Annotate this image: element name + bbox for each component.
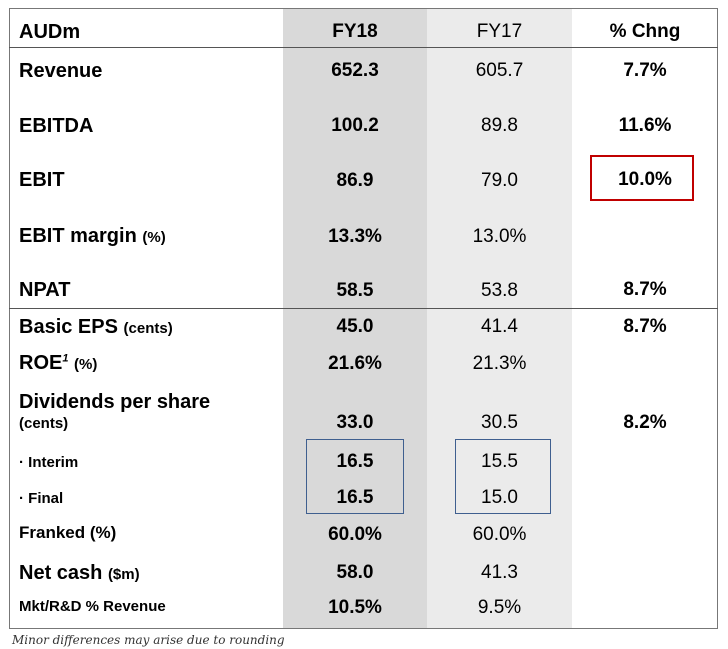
row-label-net-cash: Net cash ($m) — [19, 563, 140, 583]
revenue-fy18: 652.3 — [331, 60, 379, 81]
row-label-basic-eps: Basic EPS (cents) — [19, 317, 173, 337]
franked-fy18: 60.0% — [328, 524, 382, 545]
mkt-rd-fy18: 10.5% — [328, 597, 382, 618]
fy18-dividend-box — [306, 439, 404, 514]
fy17-dividend-box — [455, 439, 551, 514]
basic-eps-fy17: 41.4 — [481, 316, 518, 337]
net-cash-fy18: 58.0 — [336, 562, 374, 583]
revenue-fy17: 605.7 — [475, 60, 524, 81]
header-fy17: FY17 — [476, 21, 523, 42]
dps-unit: (cents) — [19, 415, 69, 432]
row-label-roe: ROE1 (%) — [19, 353, 97, 373]
basic-eps-unit: (cents) — [123, 320, 173, 337]
row-label-npat: NPAT — [19, 279, 71, 301]
row-label-ebit-margin: EBIT margin (%) — [19, 226, 166, 246]
final-fy18: 16.5 — [336, 487, 374, 508]
roe-footnote-ref: 1 — [62, 352, 69, 365]
roe-label: ROE — [19, 352, 63, 374]
row-label-final: · Final — [19, 490, 64, 507]
row-label-mkt-rd: Mkt/R&D % Revenue — [19, 598, 166, 615]
ebit-highlight-box — [590, 155, 694, 201]
interim-fy17: 15.5 — [481, 451, 518, 472]
interim-fy18: 16.5 — [336, 451, 374, 472]
net-cash-label: Net cash — [19, 562, 103, 584]
header-fy18: FY18 — [332, 21, 378, 42]
revenue-chng: 7.7% — [623, 60, 667, 81]
header-divider — [9, 47, 718, 48]
mkt-rd-fy17: 9.5% — [477, 597, 522, 618]
ebitda-chng: 11.6% — [618, 115, 672, 136]
net-cash-unit: ($m) — [107, 566, 140, 583]
row-label-ebit: EBIT — [19, 169, 65, 191]
header-audm: AUDm — [19, 21, 81, 43]
dps-fy18: 33.0 — [336, 412, 374, 433]
net-cash-fy17: 41.3 — [481, 562, 518, 583]
roe-fy17: 21.3% — [472, 353, 527, 374]
fy17-column-shading — [427, 9, 572, 628]
ebit-margin-unit: (%) — [142, 229, 166, 246]
dps-chng: 8.2% — [623, 412, 667, 433]
dps-fy17: 30.5 — [481, 412, 518, 433]
header-chng: % Chng — [609, 21, 681, 42]
final-fy17: 15.0 — [481, 487, 518, 508]
roe-unit: (%) — [74, 356, 98, 373]
row-label-interim: · Interim — [19, 454, 79, 471]
rounding-footnote: Minor differences may arise due to round… — [12, 633, 285, 647]
row-label-franked: Franked (%) — [19, 523, 117, 542]
ebit-margin-label: EBIT margin — [19, 225, 137, 247]
ebit-chng: 10.0% — [618, 169, 672, 190]
roe-fy18: 21.6% — [328, 353, 382, 374]
ebit-margin-fy18: 13.3% — [328, 226, 382, 247]
npat-chng: 8.7% — [623, 279, 667, 300]
table-border — [9, 8, 718, 629]
npat-fy17: 53.8 — [481, 280, 518, 301]
basic-eps-chng: 8.7% — [623, 316, 667, 337]
basic-eps-fy18: 45.0 — [336, 316, 374, 337]
npat-fy18: 58.5 — [336, 280, 374, 301]
fy18-column-shading — [283, 9, 427, 628]
row-label-ebitda: EBITDA — [19, 115, 94, 137]
section-divider — [9, 308, 718, 309]
ebit-fy18: 86.9 — [336, 170, 374, 191]
ebit-fy17: 79.0 — [481, 170, 518, 191]
basic-eps-label: Basic EPS — [19, 316, 118, 338]
ebit-margin-fy17: 13.0% — [472, 226, 527, 247]
row-label-dps: Dividends per share — [19, 391, 211, 413]
ebitda-fy17: 89.8 — [481, 115, 518, 136]
row-label-revenue: Revenue — [19, 60, 103, 82]
ebitda-fy18: 100.2 — [331, 115, 379, 136]
franked-fy17: 60.0% — [472, 524, 527, 545]
